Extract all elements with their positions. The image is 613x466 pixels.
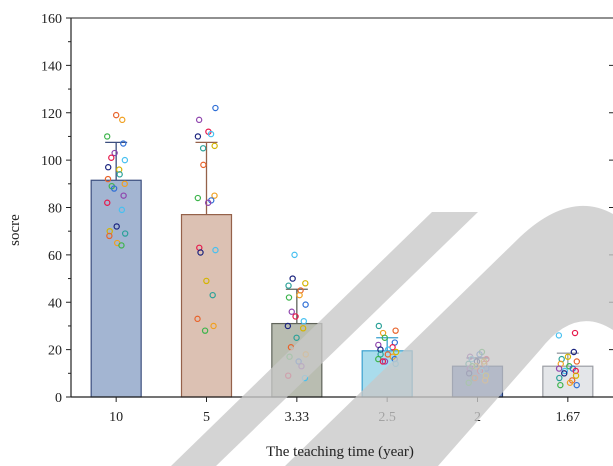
data-point: [292, 313, 299, 320]
data-point: [110, 185, 118, 192]
data-point: [375, 322, 383, 330]
watermark: [171, 205, 613, 466]
y-tick-label: 0: [55, 391, 62, 406]
data-point: [197, 249, 204, 256]
data-point: [211, 142, 218, 150]
data-point: [289, 275, 296, 282]
data-point: [211, 192, 218, 199]
data-point: [200, 161, 207, 169]
data-point: [121, 156, 129, 164]
data-point: [108, 154, 115, 161]
data-point: [381, 334, 388, 341]
data-point: [121, 230, 129, 237]
bar-5: [180, 214, 233, 398]
data-point: [381, 358, 389, 365]
y-tick-label: 20: [48, 344, 62, 359]
data-point: [194, 194, 202, 202]
data-point: [204, 199, 212, 206]
data-point: [555, 365, 563, 372]
data-point: [291, 251, 298, 259]
data-point: [293, 334, 300, 341]
data-point: [118, 242, 125, 249]
data-point: [120, 192, 127, 199]
data-point: [212, 104, 219, 112]
data-point: [207, 130, 215, 138]
y-tick-label: 120: [41, 107, 62, 122]
bar-10: [90, 179, 142, 398]
watermark-stroke-right: [285, 205, 613, 466]
data-point: [288, 308, 295, 315]
data-point: [299, 325, 307, 332]
data-point: [194, 133, 202, 140]
y-axis-title: socre: [7, 214, 23, 246]
data-point: [209, 291, 216, 299]
data-point: [570, 348, 578, 356]
data-point: [103, 133, 111, 140]
x-tick-label: 5: [203, 410, 210, 425]
data-point: [557, 381, 564, 389]
data-point: [561, 370, 568, 377]
data-point: [573, 381, 580, 389]
data-point: [112, 111, 120, 119]
data-point: [392, 348, 400, 356]
data-point: [285, 282, 292, 289]
data-point: [555, 332, 563, 339]
data-point: [212, 246, 219, 254]
data-point: [392, 327, 399, 334]
data-point: [556, 374, 563, 382]
data-point: [119, 116, 126, 124]
data-point: [105, 164, 112, 171]
data-point: [203, 277, 210, 285]
data-point: [300, 318, 307, 325]
y-tick-label: 140: [41, 59, 62, 74]
data-point: [566, 379, 574, 386]
y-tick-label: 160: [41, 12, 62, 27]
data-point: [573, 358, 581, 365]
data-point: [106, 232, 113, 240]
data-point: [116, 171, 123, 178]
data-point: [118, 206, 126, 214]
data-point: [296, 291, 303, 299]
x-tick-label: 10: [109, 410, 123, 425]
data-point: [302, 301, 309, 308]
data-point: [121, 180, 128, 188]
data-point: [284, 322, 292, 330]
data-point: [571, 329, 579, 337]
x-axis-title: The teaching time (year): [266, 444, 414, 460]
data-point: [111, 149, 118, 157]
x-tick-label: 1.67: [556, 410, 581, 425]
data-point: [285, 294, 293, 301]
data-point: [104, 175, 112, 183]
data-point: [302, 280, 309, 287]
watermark-stroke-left: [171, 212, 478, 466]
data-point: [195, 116, 203, 124]
y-tick-label: 40: [48, 296, 62, 311]
y-tick-label: 80: [48, 202, 62, 217]
data-point: [572, 372, 580, 379]
data-point: [564, 353, 572, 360]
data-point: [210, 322, 217, 330]
x-tick-label: 3.33: [285, 410, 310, 425]
data-point: [113, 223, 120, 230]
y-tick-label: 60: [48, 249, 62, 264]
data-point: [104, 199, 111, 206]
data-point: [384, 351, 392, 358]
data-point: [201, 327, 209, 334]
y-tick-label: 100: [41, 154, 62, 169]
data-point: [199, 145, 207, 152]
data-point: [120, 140, 127, 147]
data-point: [194, 315, 201, 323]
data-point: [379, 358, 387, 365]
